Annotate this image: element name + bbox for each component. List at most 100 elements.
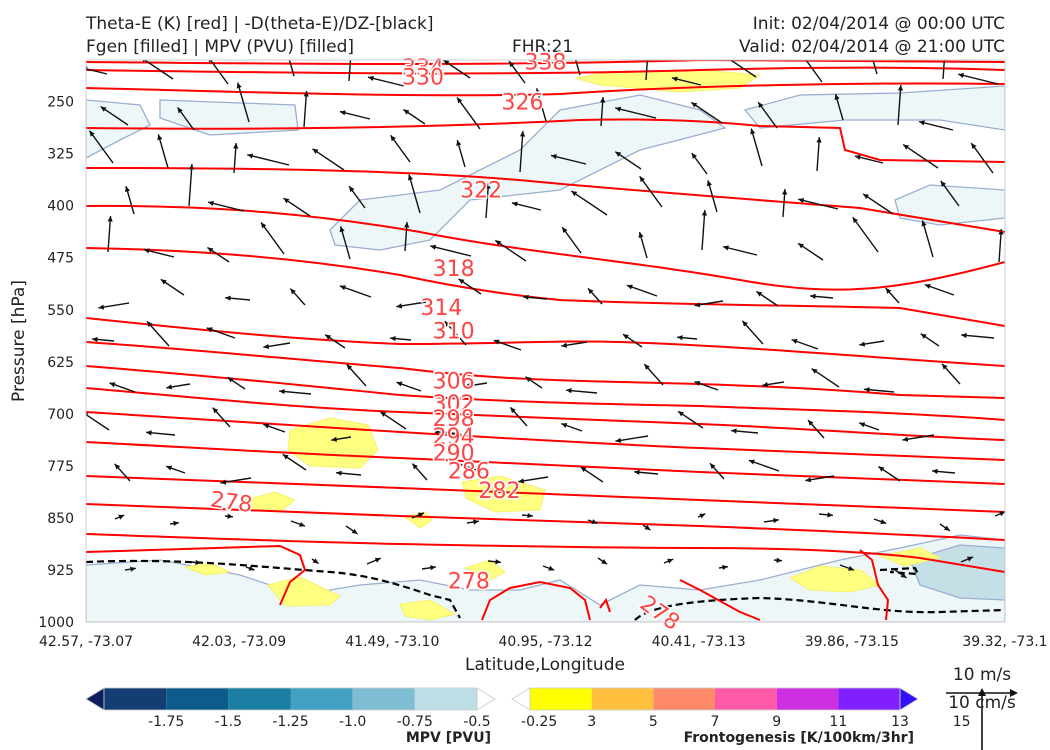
wind-vector: [878, 465, 901, 482]
wind-vector: [190, 559, 202, 566]
wind-vector: [885, 287, 900, 304]
theta-e-contour: [86, 317, 1005, 367]
wind-vector: [614, 151, 642, 170]
wind-vector: [311, 558, 319, 565]
wind-vector: [466, 519, 479, 525]
wind-vector: [645, 60, 649, 81]
wind-vector: [324, 334, 346, 349]
mpv-region: [159, 99, 299, 136]
fgen-colorbar-extend-high: [899, 687, 919, 711]
wind-vector: [107, 216, 113, 253]
stability-contour: [634, 596, 1005, 621]
wind-vector: [798, 197, 839, 210]
frontogenesis-region: [244, 491, 296, 513]
wind-vector: [998, 229, 1004, 263]
wind-vector: [677, 335, 698, 341]
theta-e-label: 302: [433, 392, 475, 417]
wind-vector: [811, 368, 840, 388]
wind-vector: [722, 245, 758, 256]
wind-vector: [729, 60, 757, 78]
wind-vector: [146, 430, 176, 436]
wind-vector: [263, 342, 291, 349]
fgen-colorbar-tick-label: 13: [891, 714, 909, 730]
wind-vector: [86, 412, 110, 431]
wind-vector: [493, 339, 522, 351]
x-tick-label: 39.32, -73.1: [962, 634, 1047, 650]
wind-vector: [207, 200, 245, 212]
wind-vector: [932, 468, 956, 474]
theta-e-contour: [86, 475, 1005, 513]
wind-vector: [443, 60, 471, 79]
theta-e-contour: [599, 597, 611, 613]
wind-vector: [508, 60, 526, 84]
theta-e-label: 326: [502, 91, 544, 116]
wind-vector: [639, 175, 663, 208]
theta-e-label: 278: [209, 487, 254, 518]
wind-vector: [939, 523, 951, 532]
wind-vector: [818, 512, 833, 518]
x-tick-label: 40.95, -73.12: [498, 634, 592, 650]
wind-vector: [709, 462, 725, 480]
wind-vector: [663, 558, 674, 564]
wind-vector: [367, 75, 405, 87]
wind-vector: [160, 278, 185, 296]
wind-vector: [433, 429, 462, 435]
wind-vector: [535, 88, 547, 122]
wind-vector: [263, 423, 286, 433]
theta-e-label: 330: [402, 66, 444, 91]
theta-e-label: 282: [479, 479, 521, 504]
wind-vector: [188, 164, 195, 207]
wind-vector: [207, 246, 230, 263]
fgen-colorbar-swatch: [776, 688, 839, 710]
wind-vector: [756, 290, 779, 307]
wind-vector: [518, 476, 549, 484]
theta-e-label: 306: [433, 370, 475, 395]
vector-scale-horizontal-label: 10 m/s: [953, 665, 1011, 685]
wind-vector: [872, 60, 878, 75]
wind-vector: [864, 387, 895, 393]
wind-vector: [741, 320, 764, 345]
theta-e-contour: [86, 247, 1005, 327]
wind-vector: [206, 327, 236, 339]
theta-e-contour: [481, 580, 591, 621]
wind-vector: [224, 513, 234, 519]
wind-vector: [718, 564, 729, 571]
wind-vector: [348, 185, 366, 209]
wind-vector: [757, 101, 778, 129]
wind-vector: [407, 174, 421, 214]
wind-vector: [279, 388, 312, 395]
theta-e-contour: [86, 118, 1005, 163]
wind-vector: [697, 513, 706, 519]
wind-vector: [157, 134, 169, 169]
mpv-colorbar-extend-low: [85, 687, 105, 711]
wind-vector: [494, 239, 527, 262]
wind-vector: [902, 143, 939, 169]
theta-e-label: 314: [420, 296, 462, 321]
wind-vector: [100, 106, 129, 126]
wind-vector: [807, 419, 825, 439]
wind-vector: [763, 517, 779, 524]
fgen-colorbar-extend-low: [511, 687, 531, 711]
wind-vector: [615, 106, 657, 119]
wind-vector: [677, 410, 704, 429]
wind-vector: [580, 466, 604, 483]
title-line-1: Theta-E (K) [red] | -D(theta-E)/DZ-[blac…: [86, 14, 434, 34]
theta-e-contour: [86, 60, 1005, 65]
wind-vector: [236, 82, 250, 123]
theta-e-label: 294: [433, 425, 475, 450]
mpv-colorbar-tick-label: -1.25: [272, 714, 308, 730]
theta-e-contour: [86, 204, 1005, 291]
wind-vector: [379, 411, 407, 430]
wind-vector: [114, 463, 131, 482]
wind-vector: [283, 197, 311, 217]
wind-vector: [920, 333, 940, 347]
vector-scale-vertical-label: 10 cm/s: [948, 693, 1016, 713]
wind-vector: [208, 60, 229, 85]
mpv-colorbar-swatch: [104, 688, 167, 710]
wind-vector: [600, 97, 606, 127]
wind-vector: [858, 422, 880, 431]
fgen-colorbar-swatch: [653, 688, 715, 710]
theta-e-label: 318: [433, 257, 475, 282]
wind-vector: [642, 524, 651, 531]
